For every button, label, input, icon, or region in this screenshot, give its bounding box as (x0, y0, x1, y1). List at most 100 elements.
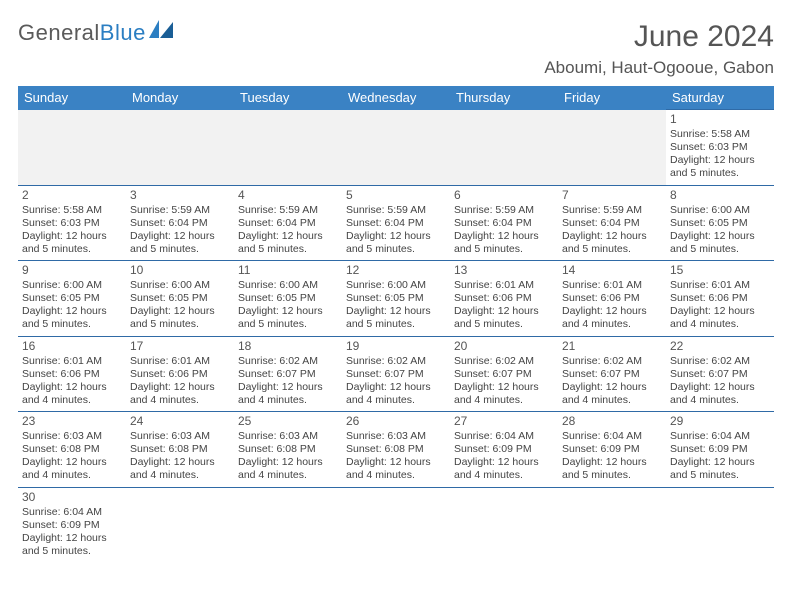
logo-text-gray: General (18, 20, 100, 46)
day-cell: 21Sunrise: 6:02 AMSunset: 6:07 PMDayligh… (558, 336, 666, 412)
sunrise-line: Sunrise: 6:02 AM (670, 355, 770, 368)
sunset-line: Sunset: 6:08 PM (22, 443, 122, 456)
day-cell: 23Sunrise: 6:03 AMSunset: 6:08 PMDayligh… (18, 412, 126, 488)
sunrise-line: Sunrise: 6:03 AM (130, 430, 230, 443)
sunset-line: Sunset: 6:03 PM (22, 217, 122, 230)
day-cell: 7Sunrise: 5:59 AMSunset: 6:04 PMDaylight… (558, 185, 666, 261)
weekday-header-row: Sunday Monday Tuesday Wednesday Thursday… (18, 86, 774, 110)
daylight-line: Daylight: 12 hours and 4 minutes. (346, 381, 446, 407)
day-number: 15 (670, 263, 770, 278)
sunset-line: Sunset: 6:04 PM (130, 217, 230, 230)
daylight-line: Daylight: 12 hours and 4 minutes. (130, 456, 230, 482)
empty-cell (558, 487, 666, 562)
sunset-line: Sunset: 6:09 PM (454, 443, 554, 456)
sunset-line: Sunset: 6:06 PM (562, 292, 662, 305)
sunrise-line: Sunrise: 6:00 AM (22, 279, 122, 292)
weekday-header: Monday (126, 86, 234, 110)
sunrise-line: Sunrise: 6:00 AM (670, 204, 770, 217)
sunset-line: Sunset: 6:08 PM (346, 443, 446, 456)
day-cell: 9Sunrise: 6:00 AMSunset: 6:05 PMDaylight… (18, 261, 126, 337)
day-cell: 25Sunrise: 6:03 AMSunset: 6:08 PMDayligh… (234, 412, 342, 488)
weekday-header: Friday (558, 86, 666, 110)
empty-cell (450, 487, 558, 562)
sunrise-line: Sunrise: 6:03 AM (346, 430, 446, 443)
day-number: 22 (670, 339, 770, 354)
empty-cell (234, 487, 342, 562)
title-block: June 2024 Aboumi, Haut-Ogooue, Gabon (544, 20, 774, 78)
daylight-line: Daylight: 12 hours and 4 minutes. (22, 381, 122, 407)
daylight-line: Daylight: 12 hours and 4 minutes. (562, 305, 662, 331)
daylight-line: Daylight: 12 hours and 5 minutes. (346, 305, 446, 331)
daylight-line: Daylight: 12 hours and 5 minutes. (670, 230, 770, 256)
day-number: 25 (238, 414, 338, 429)
day-cell: 13Sunrise: 6:01 AMSunset: 6:06 PMDayligh… (450, 261, 558, 337)
day-cell: 27Sunrise: 6:04 AMSunset: 6:09 PMDayligh… (450, 412, 558, 488)
sunset-line: Sunset: 6:03 PM (670, 141, 770, 154)
daylight-line: Daylight: 12 hours and 4 minutes. (454, 456, 554, 482)
daylight-line: Daylight: 12 hours and 4 minutes. (454, 381, 554, 407)
day-cell: 29Sunrise: 6:04 AMSunset: 6:09 PMDayligh… (666, 412, 774, 488)
sunset-line: Sunset: 6:05 PM (22, 292, 122, 305)
day-number: 8 (670, 188, 770, 203)
sunrise-line: Sunrise: 6:02 AM (454, 355, 554, 368)
sunrise-line: Sunrise: 6:03 AM (22, 430, 122, 443)
day-number: 11 (238, 263, 338, 278)
day-number: 20 (454, 339, 554, 354)
sunrise-line: Sunrise: 6:03 AM (238, 430, 338, 443)
daylight-line: Daylight: 12 hours and 4 minutes. (238, 456, 338, 482)
empty-cell (342, 110, 450, 186)
sunset-line: Sunset: 6:06 PM (670, 292, 770, 305)
day-number: 29 (670, 414, 770, 429)
calendar-row: 23Sunrise: 6:03 AMSunset: 6:08 PMDayligh… (18, 412, 774, 488)
daylight-line: Daylight: 12 hours and 4 minutes. (670, 305, 770, 331)
sunrise-line: Sunrise: 5:58 AM (670, 128, 770, 141)
sunrise-line: Sunrise: 6:04 AM (454, 430, 554, 443)
day-number: 17 (130, 339, 230, 354)
daylight-line: Daylight: 12 hours and 5 minutes. (238, 305, 338, 331)
empty-cell (666, 487, 774, 562)
sunrise-line: Sunrise: 5:59 AM (238, 204, 338, 217)
logo-flag-icon (149, 20, 175, 38)
sunset-line: Sunset: 6:04 PM (454, 217, 554, 230)
sunrise-line: Sunrise: 6:00 AM (238, 279, 338, 292)
day-number: 28 (562, 414, 662, 429)
daylight-line: Daylight: 12 hours and 4 minutes. (238, 381, 338, 407)
day-number: 9 (22, 263, 122, 278)
day-number: 21 (562, 339, 662, 354)
daylight-line: Daylight: 12 hours and 5 minutes. (130, 230, 230, 256)
sunset-line: Sunset: 6:04 PM (346, 217, 446, 230)
sunset-line: Sunset: 6:07 PM (670, 368, 770, 381)
weekday-header: Saturday (666, 86, 774, 110)
sunset-line: Sunset: 6:05 PM (130, 292, 230, 305)
day-cell: 26Sunrise: 6:03 AMSunset: 6:08 PMDayligh… (342, 412, 450, 488)
location: Aboumi, Haut-Ogooue, Gabon (544, 58, 774, 78)
day-cell: 15Sunrise: 6:01 AMSunset: 6:06 PMDayligh… (666, 261, 774, 337)
day-number: 1 (670, 112, 770, 127)
day-cell: 19Sunrise: 6:02 AMSunset: 6:07 PMDayligh… (342, 336, 450, 412)
sunset-line: Sunset: 6:07 PM (346, 368, 446, 381)
weekday-header: Tuesday (234, 86, 342, 110)
day-cell: 20Sunrise: 6:02 AMSunset: 6:07 PMDayligh… (450, 336, 558, 412)
daylight-line: Daylight: 12 hours and 5 minutes. (562, 456, 662, 482)
sunrise-line: Sunrise: 5:58 AM (22, 204, 122, 217)
empty-cell (342, 487, 450, 562)
sunrise-line: Sunrise: 6:01 AM (562, 279, 662, 292)
day-number: 26 (346, 414, 446, 429)
sunrise-line: Sunrise: 5:59 AM (130, 204, 230, 217)
sunset-line: Sunset: 6:08 PM (238, 443, 338, 456)
day-cell: 11Sunrise: 6:00 AMSunset: 6:05 PMDayligh… (234, 261, 342, 337)
day-number: 7 (562, 188, 662, 203)
sunrise-line: Sunrise: 6:04 AM (22, 506, 122, 519)
sunset-line: Sunset: 6:08 PM (130, 443, 230, 456)
day-number: 23 (22, 414, 122, 429)
sunset-line: Sunset: 6:05 PM (346, 292, 446, 305)
day-cell: 1Sunrise: 5:58 AMSunset: 6:03 PMDaylight… (666, 110, 774, 186)
sunset-line: Sunset: 6:06 PM (22, 368, 122, 381)
day-number: 27 (454, 414, 554, 429)
sunrise-line: Sunrise: 6:00 AM (346, 279, 446, 292)
day-number: 14 (562, 263, 662, 278)
daylight-line: Daylight: 12 hours and 5 minutes. (454, 230, 554, 256)
day-cell: 30Sunrise: 6:04 AMSunset: 6:09 PMDayligh… (18, 487, 126, 562)
sunset-line: Sunset: 6:09 PM (670, 443, 770, 456)
daylight-line: Daylight: 12 hours and 4 minutes. (22, 456, 122, 482)
